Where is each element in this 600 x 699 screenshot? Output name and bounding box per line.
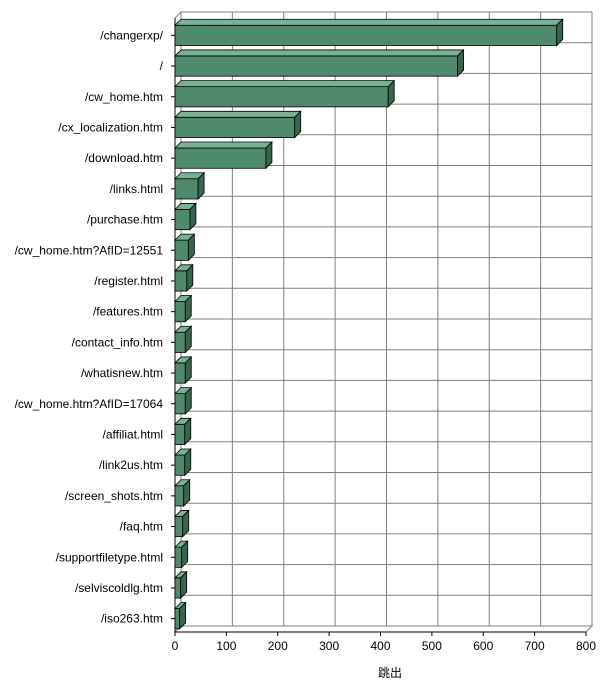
x-tick-label-1: 100	[216, 639, 236, 653]
y-tick-label-18: /selviscoldlg.htm	[75, 581, 163, 595]
y-tick-label-9: /features.htm	[93, 305, 163, 319]
bar-12	[174, 393, 186, 415]
bar-side-6	[189, 202, 197, 231]
plot-floor	[173, 625, 594, 633]
bar-17	[174, 546, 183, 568]
bar-top-4	[174, 141, 273, 149]
y-tick-label-8: /register.html	[94, 274, 163, 288]
bar-7	[174, 239, 189, 261]
bar-side-5	[197, 171, 205, 200]
y-tick-label-5: /links.html	[110, 182, 163, 196]
y-tick-label-7: /cw_home.htm?AfID=12551	[15, 243, 164, 257]
bar-side-18	[180, 570, 188, 600]
bar-19	[174, 608, 181, 630]
y-tick-label-2: /cw_home.htm	[85, 90, 163, 104]
bar-side-2	[387, 79, 395, 108]
bar-side-13	[184, 417, 192, 446]
y-tick-label-17: /supportfiletype.html	[56, 550, 163, 564]
bar-top-0	[174, 18, 564, 26]
bar-0	[174, 24, 558, 46]
bar-top-1	[174, 49, 465, 57]
bar-14	[174, 454, 186, 476]
x-tick-label-2: 200	[268, 639, 288, 653]
bar-side-0	[556, 18, 564, 47]
y-tick-label-0: /changerxp/	[100, 28, 163, 42]
y-tick-label-13: /affiliat.html	[103, 427, 163, 441]
y-tick-label-4: /download.htm	[85, 151, 163, 165]
bar-16	[174, 516, 184, 538]
y-tick-label-11: /whatisnew.htm	[81, 366, 163, 380]
bar-6	[174, 209, 191, 231]
bar-side-1	[457, 48, 464, 78]
y-tick-label-14: /link2us.htm	[99, 458, 163, 472]
bar-side-19	[179, 601, 187, 630]
bar-9	[174, 301, 186, 323]
bar-side-12	[184, 386, 192, 415]
bar-15	[174, 485, 185, 507]
bar-side-3	[294, 110, 302, 139]
bar-18	[174, 577, 182, 599]
bar-side-14	[184, 448, 192, 477]
y-tick-label-3: /cx_localization.htm	[58, 120, 163, 134]
y-tick-label-12: /cw_home.htm?AfID=17064	[15, 397, 164, 411]
bar-side-17	[181, 540, 189, 569]
y-tick-label-15: /screen_shots.htm	[65, 489, 163, 503]
x-tick-label-7: 700	[525, 639, 545, 653]
bar-top-3	[174, 110, 302, 118]
bar-side-4	[265, 141, 273, 170]
y-tick-label-6: /purchase.htm	[87, 213, 163, 227]
bar-side-8	[186, 263, 194, 293]
bar-side-10	[184, 325, 192, 354]
x-tick-label-8: 800	[576, 639, 596, 653]
bar-side-16	[182, 509, 190, 538]
x-tick-label-5: 500	[422, 639, 442, 653]
y-tick-label-16: /faq.htm	[120, 520, 163, 534]
y-tick-label-19: /iso263.htm	[101, 612, 163, 626]
bar-10	[174, 331, 186, 353]
x-tick-label-4: 400	[370, 639, 390, 653]
bar-8	[174, 270, 188, 292]
bar-side-7	[187, 233, 195, 262]
bar-4	[174, 147, 267, 169]
bar-side-11	[184, 355, 192, 385]
bar-5	[174, 178, 199, 200]
y-tick-label-1: /	[160, 59, 164, 73]
back-wall-top-corner	[174, 11, 182, 19]
x-tick-label-0: 0	[172, 639, 179, 653]
y-tick-label-10: /contact_info.htm	[72, 335, 163, 349]
x-axis-title: 跳出	[377, 666, 402, 680]
x-tick-label-6: 600	[473, 639, 493, 653]
bar-top-2	[174, 80, 396, 88]
bar-3	[174, 116, 296, 138]
bar-1	[174, 55, 458, 77]
x-tick-label-3: 300	[319, 639, 339, 653]
bar-2	[174, 86, 389, 108]
bar-side-15	[183, 478, 191, 507]
bar-13	[174, 423, 186, 445]
bar-11	[174, 362, 186, 384]
bar-side-9	[184, 294, 192, 323]
